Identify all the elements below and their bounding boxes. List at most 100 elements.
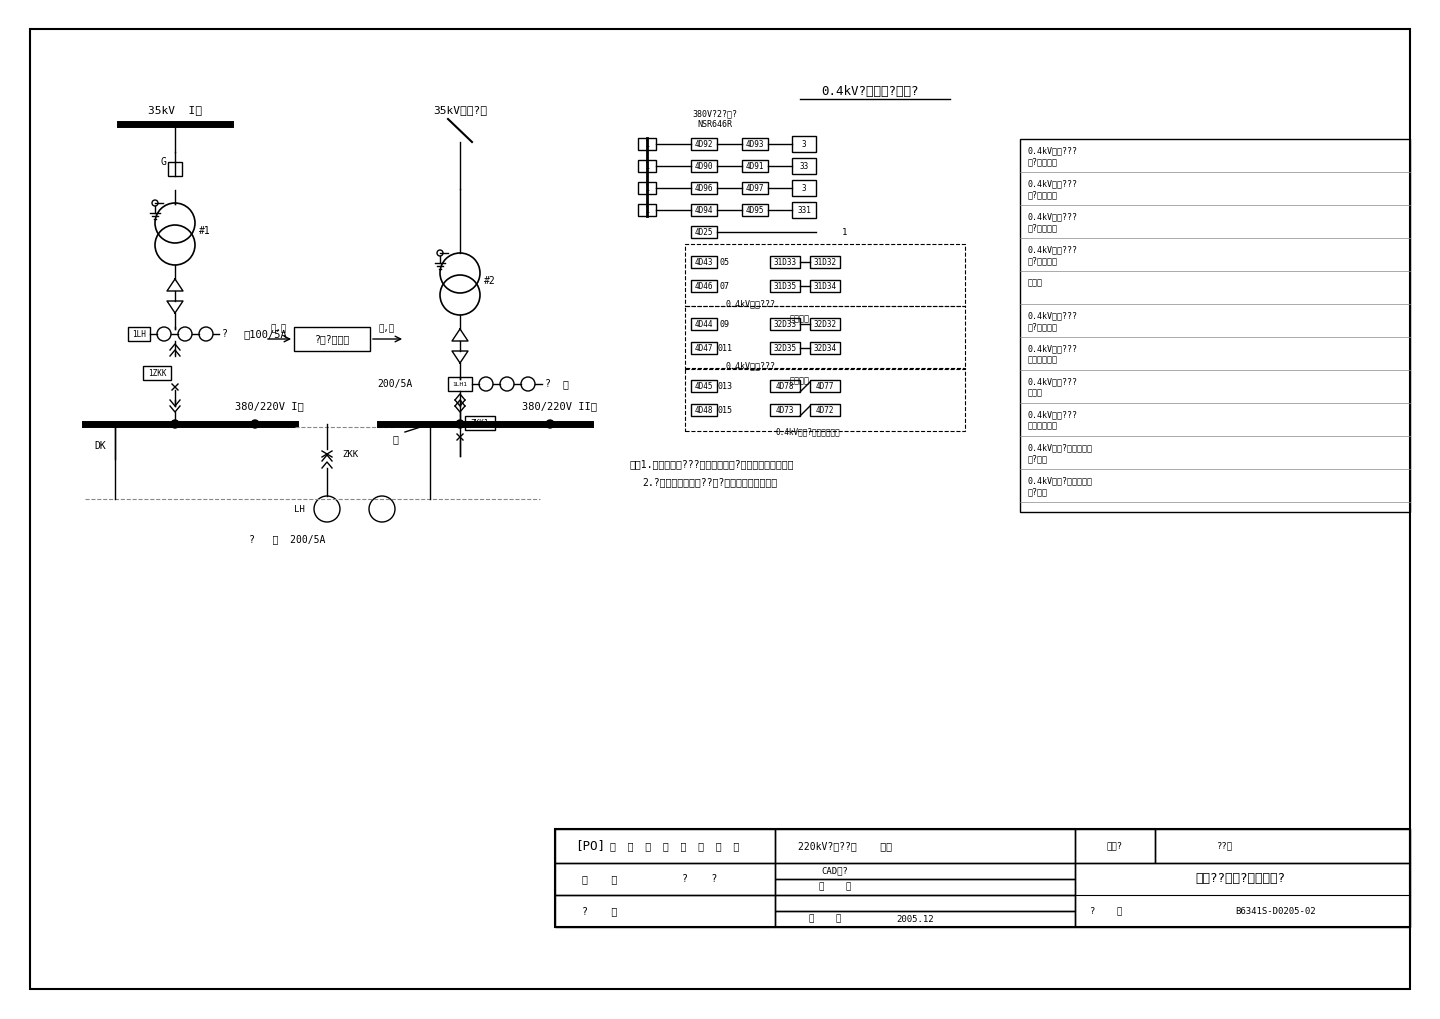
Text: 日    期: 日 期 xyxy=(809,914,841,923)
Text: 1: 1 xyxy=(842,227,848,236)
Text: 0.4kV所用???: 0.4kV所用??? xyxy=(1028,344,1079,354)
Text: 4D95: 4D95 xyxy=(746,206,765,215)
Text: 0.4kV所用???: 0.4kV所用??? xyxy=(724,300,775,309)
Text: 0.4kV所用???: 0.4kV所用??? xyxy=(1028,179,1079,189)
Text: 4D97: 4D97 xyxy=(746,183,765,193)
Bar xyxy=(638,138,657,150)
Bar xyxy=(691,318,717,330)
Text: 操作量表: 操作量表 xyxy=(791,376,809,385)
Text: 331: 331 xyxy=(798,206,811,215)
Bar xyxy=(775,829,1076,863)
Text: 断路器: 断路器 xyxy=(1028,388,1043,397)
Bar xyxy=(1155,829,1410,863)
Text: 0.4kV所用?分段断路器: 0.4kV所用?分段断路器 xyxy=(1028,477,1093,485)
Text: 220kV?坪??所    工程: 220kV?坪??所 工程 xyxy=(798,841,891,851)
Bar xyxy=(143,366,171,380)
Bar xyxy=(691,160,717,172)
Text: ?    号: ? 号 xyxy=(1090,907,1122,915)
Text: [PO]: [PO] xyxy=(575,840,605,853)
Text: 跳,合: 跳,合 xyxy=(379,324,395,333)
Bar xyxy=(770,318,801,330)
Text: 0.4kV所用???: 0.4kV所用??? xyxy=(1028,213,1079,221)
Text: 380V?2?嗓?: 380V?2?嗓? xyxy=(693,109,737,118)
Text: 4D92: 4D92 xyxy=(694,140,713,149)
Text: 注：1.手跳、遥跳???自投功能己由?自投装置内部完成。: 注：1.手跳、遥跳???自投功能己由?自投装置内部完成。 xyxy=(631,459,795,469)
Text: 31D35: 31D35 xyxy=(773,281,796,290)
Bar xyxy=(448,377,472,391)
Text: 批    准: 批 准 xyxy=(582,874,618,884)
Text: 35kV  I段: 35kV I段 xyxy=(148,105,202,115)
Bar xyxy=(128,327,150,341)
Text: 05: 05 xyxy=(720,258,730,267)
Bar xyxy=(809,256,840,268)
Bar xyxy=(638,204,657,216)
Bar xyxy=(691,138,717,150)
Text: 0.4kV所用???: 0.4kV所用??? xyxy=(1028,147,1079,156)
Text: 4D47: 4D47 xyxy=(694,343,713,353)
Text: 1: 1 xyxy=(645,183,649,193)
Text: 操作量表: 操作量表 xyxy=(791,315,809,323)
Bar xyxy=(638,182,657,194)
Bar xyxy=(168,162,181,176)
Text: 4D91: 4D91 xyxy=(746,161,765,170)
Text: 合?位断路器: 合?位断路器 xyxy=(1028,257,1058,266)
Text: 合: 合 xyxy=(392,434,397,444)
Text: 1LH: 1LH xyxy=(132,329,145,338)
Circle shape xyxy=(171,420,179,428)
Text: 015: 015 xyxy=(717,406,733,415)
Bar xyxy=(742,160,768,172)
Bar xyxy=(691,280,717,292)
Bar xyxy=(809,404,840,416)
Text: 合?位置: 合?位置 xyxy=(1028,487,1048,496)
Bar xyxy=(691,226,717,238)
Text: 4D48: 4D48 xyxy=(694,406,713,415)
Text: B6341S-D0205-02: B6341S-D0205-02 xyxy=(1236,907,1316,915)
Text: 4D72: 4D72 xyxy=(815,406,834,415)
Bar xyxy=(1076,863,1410,927)
Text: 量: 量 xyxy=(562,379,567,389)
Text: LH: LH xyxy=(294,504,305,514)
Bar xyxy=(775,911,1076,927)
Text: 0.4kV所用???: 0.4kV所用??? xyxy=(1028,312,1079,321)
Text: ?: ? xyxy=(546,379,552,389)
Text: #1: #1 xyxy=(199,226,210,236)
Bar xyxy=(770,342,801,354)
Text: 0.4kV所用???: 0.4kV所用??? xyxy=(1028,411,1079,420)
Text: 31D32: 31D32 xyxy=(814,258,837,267)
Text: 4D93: 4D93 xyxy=(746,140,765,149)
Text: 35kV施工?源: 35kV施工?源 xyxy=(433,105,487,115)
Bar xyxy=(775,895,1076,911)
Bar xyxy=(554,863,775,895)
Bar xyxy=(685,368,965,431)
Bar xyxy=(775,879,1076,895)
Text: 施工?: 施工? xyxy=(1107,842,1123,851)
Text: 0.4kV所用?分段断路器: 0.4kV所用?分段断路器 xyxy=(1028,443,1093,452)
Bar xyxy=(809,318,840,330)
Text: DK: DK xyxy=(94,441,107,451)
Text: 云  南  省  电  力  设  计  院: 云 南 省 电 力 设 计 院 xyxy=(611,841,740,851)
Text: 路?位置: 路?位置 xyxy=(1028,454,1048,464)
Text: CAD制?: CAD制? xyxy=(822,866,848,875)
Circle shape xyxy=(456,420,464,428)
Text: 380/220V II段: 380/220V II段 xyxy=(521,401,598,411)
Bar xyxy=(638,160,657,172)
Text: 合?位断路器: 合?位断路器 xyxy=(1028,322,1058,331)
Text: ?    ?: ? ? xyxy=(683,874,717,884)
Text: 4D77: 4D77 xyxy=(815,381,834,390)
Bar xyxy=(742,138,768,150)
Circle shape xyxy=(251,420,259,428)
Bar xyxy=(554,829,775,863)
Text: 33: 33 xyxy=(799,161,809,170)
Bar xyxy=(691,342,717,354)
Text: 4D25: 4D25 xyxy=(694,227,713,236)
Text: 量100/5A: 量100/5A xyxy=(243,329,287,339)
Text: 3: 3 xyxy=(802,140,806,149)
Text: 32D34: 32D34 xyxy=(814,343,837,353)
Text: 011: 011 xyxy=(717,343,733,353)
Text: ?    版: ? 版 xyxy=(582,906,618,916)
Bar xyxy=(691,380,717,392)
Bar xyxy=(809,380,840,392)
Text: 1: 1 xyxy=(645,140,649,149)
Bar xyxy=(1020,139,1410,512)
Circle shape xyxy=(546,420,554,428)
